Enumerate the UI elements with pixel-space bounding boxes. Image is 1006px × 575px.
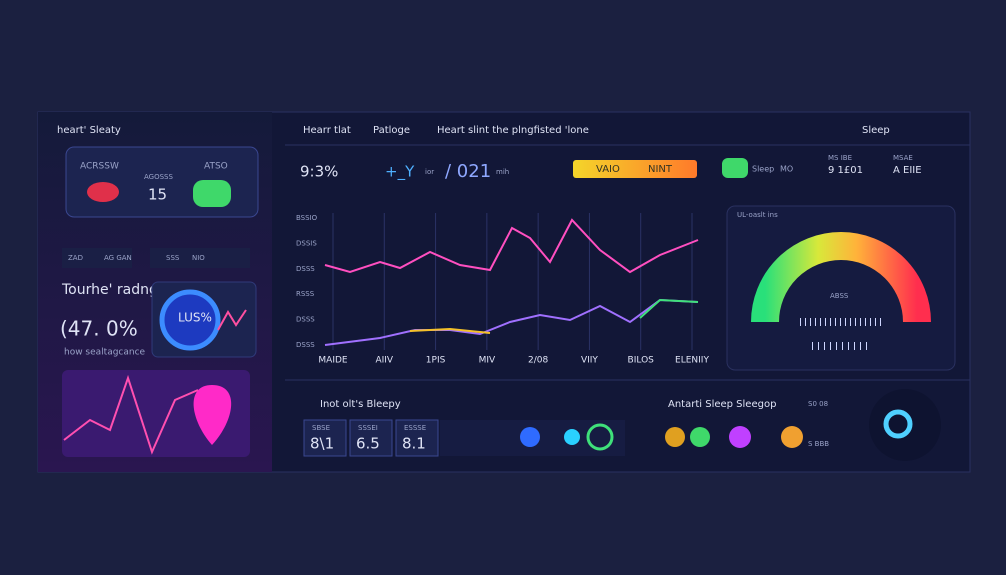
- x-label: 2/08: [528, 356, 548, 366]
- stat: 9 1£01: [828, 165, 863, 176]
- red-icon: [87, 182, 119, 202]
- spark: [217, 309, 247, 331]
- orb: [869, 389, 941, 461]
- sidebar-percent: (47. 0%: [60, 317, 138, 341]
- tab-label: ZAD: [68, 254, 83, 262]
- dot: [690, 427, 710, 447]
- heart-shape: [193, 385, 232, 445]
- ring: [159, 289, 221, 351]
- activity-line: [63, 374, 199, 455]
- dot: [586, 423, 614, 451]
- header-tab: Patloge: [373, 125, 410, 136]
- status-bar: [573, 160, 697, 178]
- y-label: DSSS: [296, 316, 315, 324]
- chart-line: [324, 298, 699, 346]
- chart-line: [324, 218, 699, 274]
- stat-label: MSAE: [893, 154, 913, 162]
- dot: [729, 426, 751, 448]
- card-value: 15: [148, 186, 167, 204]
- tile-label: SSSEI: [358, 424, 378, 432]
- tile: [349, 419, 393, 457]
- dot: [781, 426, 803, 448]
- y-label: DSSS: [296, 265, 315, 273]
- pill-label: Sleep: [752, 165, 774, 174]
- x-label: BILOS: [628, 356, 655, 366]
- stat: +_Y: [385, 163, 415, 182]
- tab: [62, 248, 132, 268]
- tile: [303, 419, 347, 457]
- y-label: DSSS: [296, 341, 315, 349]
- x-label: VIIY: [581, 356, 598, 366]
- sidebar-caption: how sealtagcance: [64, 348, 146, 358]
- pill-value: MO: [780, 165, 793, 174]
- bar-label: NINT: [648, 164, 673, 175]
- green-icon: [193, 180, 231, 207]
- sidebar-heading: Tourhe' radngy: [61, 282, 166, 298]
- tab-label: NIO: [192, 254, 205, 262]
- green-pill: [722, 158, 748, 178]
- bar-label: VAIO: [596, 164, 620, 175]
- summary-card: [65, 146, 259, 218]
- card-tag: ATSO: [204, 162, 228, 172]
- tile-label: ESSSE: [404, 424, 426, 432]
- gauge-title: UL-oaslt ins: [737, 211, 778, 219]
- gauge-arc: [751, 232, 931, 323]
- y-label: BSSIO: [296, 214, 318, 222]
- tile: [395, 419, 439, 457]
- bottom-title: Antarti Sleep Sleegop: [668, 399, 776, 410]
- x-label: MIV: [479, 356, 496, 366]
- chart-line: [639, 298, 699, 319]
- y-label: RSSS: [296, 290, 315, 298]
- tile-value: 8.1: [402, 435, 426, 453]
- stat: / 021: [445, 161, 491, 182]
- card-sublabel: AGOSSS: [144, 173, 173, 181]
- tab-label: AG GAN: [104, 254, 132, 262]
- gauge-center: ABSS: [830, 292, 849, 300]
- tag: S0 08: [808, 400, 828, 408]
- tag: S BBB: [808, 440, 829, 448]
- stat-label: MS IBE: [828, 154, 852, 162]
- bottom-title: Inot olt's Bleepy: [320, 399, 401, 410]
- x-label: AIIV: [375, 356, 393, 366]
- tiles: SBSE 8\1 SSSEI 6.5 ESSSE 8.1: [303, 419, 439, 457]
- ring-label: LUS%: [178, 311, 212, 325]
- dot: [665, 427, 685, 447]
- stat-unit: ior: [425, 168, 434, 176]
- dot: [564, 429, 580, 445]
- tile-value: 8\1: [310, 435, 334, 453]
- sidebar-title: heart' Sleaty: [57, 125, 121, 136]
- card-label: ACRSSW: [80, 162, 119, 172]
- dot: [520, 427, 540, 447]
- gauge-panel: [726, 205, 956, 371]
- chart-line: [409, 327, 491, 334]
- y-label: DSSIS: [296, 239, 317, 247]
- stat: 9:3%: [300, 163, 338, 181]
- stat: A EIIE: [893, 165, 922, 176]
- header-tab: Hearr tlat: [303, 125, 351, 136]
- header-subtitle: Heart slint the plngfisted 'lone: [437, 125, 589, 136]
- x-label: ELENIIY: [675, 356, 709, 366]
- tab: [150, 248, 250, 268]
- header-right: Sleep: [862, 125, 890, 136]
- x-label: MAIDE: [318, 356, 348, 366]
- x-label: 1PIS: [426, 356, 446, 366]
- orb-ring: [883, 409, 913, 439]
- tile-label: SBSE: [312, 424, 330, 432]
- tile-value: 6.5: [356, 435, 380, 453]
- stat-unit: mih: [496, 168, 509, 176]
- tab-label: SSS: [166, 254, 180, 262]
